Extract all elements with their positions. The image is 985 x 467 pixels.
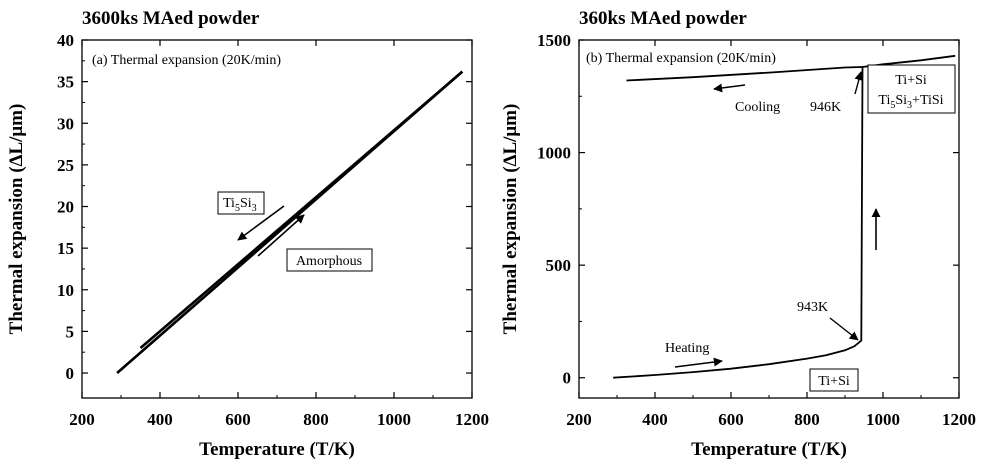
chart-a-inner-label: (a) Thermal expansion (20K/min) [92,53,281,68]
k943-label: 943K [797,300,828,315]
top-box-line1: Ti+Si [895,73,927,88]
chart-a-plot-frame [81,39,473,399]
chart-b-arrow-943k [829,317,859,341]
chart-a-arrow-cooling [237,205,285,241]
chart-b-ytick-label: 500 [546,256,572,275]
chart-a-ytick-label: 35 [57,73,74,92]
chart-a-ytick-label: 20 [57,198,74,217]
chart-a-xtick-label: 400 [147,410,173,429]
chart-b-ticks: 200 400 600 800 1000 1200 0 500 1000 1500 [537,31,976,429]
bottom-box-label: Ti+Si [818,374,850,389]
chart-a-ytick-label: 0 [66,364,75,383]
chart-b-xtick-label: 1200 [942,410,976,429]
chart-a-series [116,70,464,374]
chart-a-ytick-label: 25 [57,156,74,175]
chart-a-xtick-label: 600 [225,410,251,429]
chart-b-xtick-label: 600 [718,410,744,429]
chart-b-arrow-946k [854,71,864,95]
chart-b-xtick-label: 800 [794,410,820,429]
cooling-label: Cooling [735,100,780,115]
chart-a-ytick-label: 10 [57,281,74,300]
chart-b-ytick-label: 1000 [537,144,571,163]
chart-b-xtick-label: 400 [642,410,668,429]
chart-b-ytick-label: 0 [563,369,572,388]
chart-a-annotation-amorphous: Amorphous [286,248,373,272]
chart-a-series-1-line [139,70,464,349]
chart-a-xtick-label: 1200 [455,410,489,429]
chart-a-ytick-label: 30 [57,114,74,133]
chart-b-title: 360ks MAed powder [579,8,747,29]
amorphous-label: Amorphous [296,254,362,269]
chart-b-arrow-heating [674,357,723,368]
top-box-line2: Ti5Si3+TiSi [878,93,943,111]
chart-b-xtick-label: 200 [566,410,592,429]
chart-a-annotation-ti5si3: Ti5Si3 [217,191,265,215]
chart-a-xtick-label: 200 [69,410,95,429]
chart-a-ticks: 200 400 600 800 1000 1200 0 5 10 15 20 25 30 35 40 [57,31,489,429]
heating-label: Heating [665,341,709,356]
chart-b-annotation-bottom-box: Ti+Si [809,368,859,392]
chart-a-ytick-label: 40 [57,31,74,50]
chart-a-xlabel: Temperature (T/K) [199,439,355,460]
chart-a-ytick-label: 15 [57,239,74,258]
chart-b-xtick-label: 1000 [866,410,900,429]
chart-b-inner-label: (b) Thermal expansion (20K/min) [586,51,776,66]
chart-a-xtick-label: 1000 [377,410,411,429]
chart-b-annotation-top-box: Ti+Si Ti5Si3+TiSi [867,64,956,114]
chart-a-xtick-label: 800 [303,410,329,429]
chart-a-title: 3600ks MAed powder [82,8,260,29]
chart-b-xlabel: Temperature (T/K) [691,439,847,460]
chart-b-ylabel: Thermal expansion (ΔL/μm) [500,104,521,335]
k946-label: 946K [810,100,841,115]
chart-b-arrow-cooling [713,83,746,93]
chart-b-series-1-line [626,66,863,82]
chart-a: 3600ks MAed powder (a) Thermal expansion… [6,8,489,460]
chart-a-arrow-heating [257,214,305,257]
chart-b: 360ks MAed powder (b) Thermal expansion … [500,8,976,460]
chart-a-ylabel: Thermal expansion (ΔL/μm) [6,104,27,335]
ti5si3-label: Ti5Si3 [223,196,257,214]
chart-b-ytick-label: 1500 [537,31,571,50]
chart-a-ytick-label: 5 [66,322,75,341]
